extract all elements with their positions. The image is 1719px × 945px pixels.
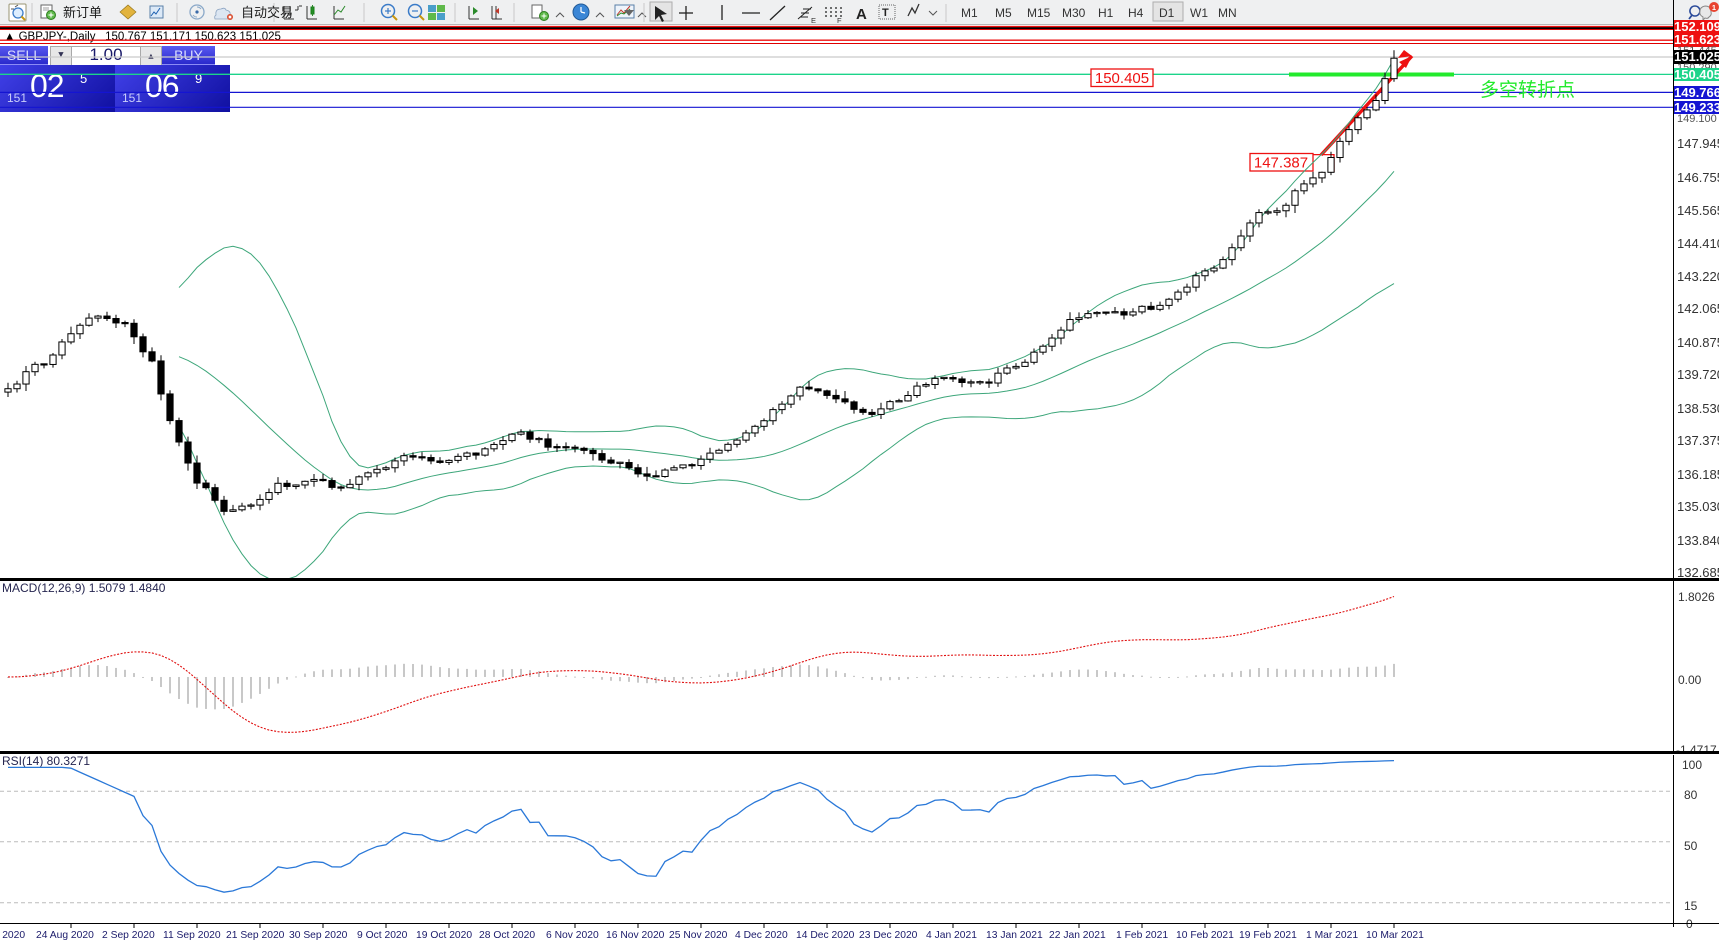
svg-text:E: E [811,16,816,25]
svg-text:M30: M30 [1062,6,1086,20]
svg-text:22 Jan 2021: 22 Jan 2021 [1049,930,1106,941]
svg-text:MN: MN [1218,6,1237,20]
svg-text:M1: M1 [961,6,978,20]
svg-text:23 Dec 2020: 23 Dec 2020 [859,930,918,941]
svg-text:M5: M5 [995,6,1012,20]
svg-text:16 Nov 2020: 16 Nov 2020 [606,930,665,941]
svg-text:10 Feb 2021: 10 Feb 2021 [1176,930,1234,941]
svg-text:M15: M15 [1027,6,1051,20]
svg-text:21 Sep 2020: 21 Sep 2020 [226,930,285,941]
svg-text:30 Sep 2020: 30 Sep 2020 [289,930,348,941]
svg-text:1 Feb 2021: 1 Feb 2021 [1116,930,1168,941]
svg-text:1 Mar 2021: 1 Mar 2021 [1306,930,1358,941]
svg-text:4 Dec 2020: 4 Dec 2020 [735,930,788,941]
svg-text:10 Mar 2021: 10 Mar 2021 [1366,930,1424,941]
svg-text:150.405: 150.405 [1095,70,1149,87]
svg-text:14 Dec 2020: 14 Dec 2020 [796,930,855,941]
svg-text:F: F [837,16,842,25]
svg-text:2 Sep 2020: 2 Sep 2020 [102,930,155,941]
svg-text:9 Oct 2020: 9 Oct 2020 [357,930,408,941]
svg-text:147.387: 147.387 [1254,155,1308,172]
svg-text:H1: H1 [1098,6,1114,20]
svg-text:D1: D1 [1159,6,1175,20]
svg-text:4 Jan 2021: 4 Jan 2021 [926,930,977,941]
svg-text:24 Aug 2020: 24 Aug 2020 [36,930,94,941]
svg-text:T: T [882,7,889,19]
svg-text:25 Nov 2020: 25 Nov 2020 [669,930,728,941]
svg-text:13 Jan 2021: 13 Jan 2021 [986,930,1043,941]
svg-text:19 Oct 2020: 19 Oct 2020 [416,930,472,941]
svg-text:19 Feb 2021: 19 Feb 2021 [1239,930,1297,941]
svg-text:W1: W1 [1190,6,1208,20]
svg-text:A: A [856,6,867,23]
svg-text:28 Oct 2020: 28 Oct 2020 [479,930,535,941]
svg-text:多空转折点: 多空转折点 [1480,79,1575,101]
svg-text:6 Nov 2020: 6 Nov 2020 [546,930,599,941]
svg-text:4 Aug 2020: 4 Aug 2020 [0,930,25,941]
svg-text:H4: H4 [1128,6,1144,20]
svg-text:11 Sep 2020: 11 Sep 2020 [163,930,221,941]
